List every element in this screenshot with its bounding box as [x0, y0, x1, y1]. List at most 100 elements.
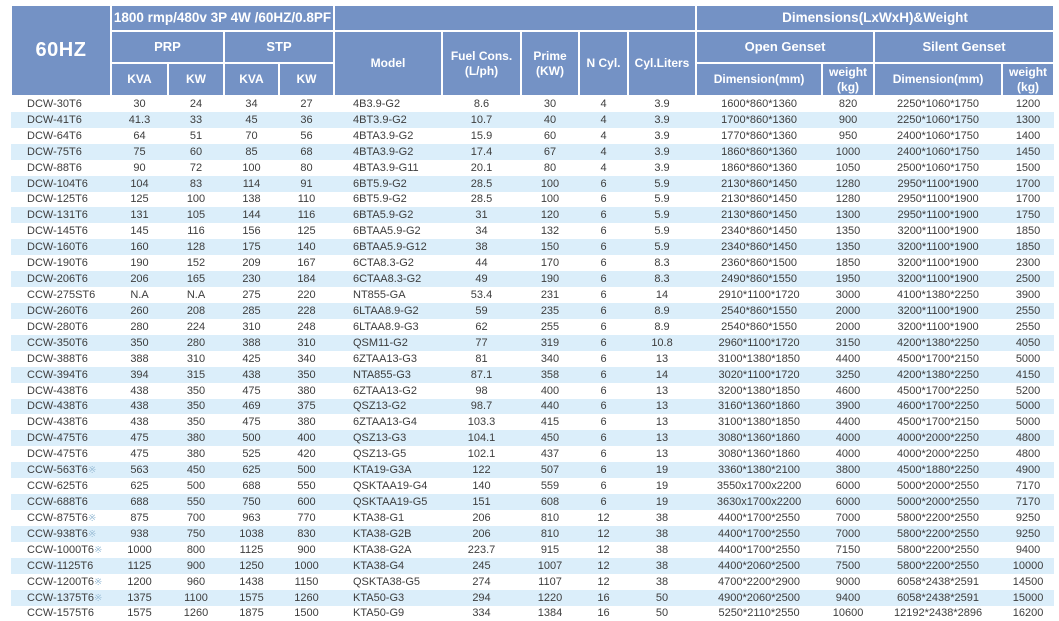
cell-prime: 80: [543, 161, 557, 174]
table-row: CCW-275ST6 N.A N.A 275 220 NT855-GA 53.4 231 6 14…: [11, 287, 1054, 303]
cell-stp_kva: 70: [245, 129, 258, 142]
table-row: DCW-475T6 475 380 525 420 QSZ13-G5 102.1 437 6 13…: [11, 446, 1054, 462]
table-row: CCW-938T6※ 938 750 1038 830 KTA38-G2B 206 810 12…: [11, 525, 1055, 542]
cell-open_dim: 2130*860*1450: [721, 193, 797, 206]
cell-silent_dim: 6058*2438*2591: [897, 591, 980, 604]
cell-ncyl: 6: [600, 336, 607, 349]
cell-ncyl: 6: [600, 320, 607, 333]
cell-ncyl: 12: [597, 527, 610, 540]
cell-model: QSZ13-G2: [353, 400, 407, 413]
cell-stp_kva: 285: [242, 304, 261, 317]
cell-stp_kva: 625: [242, 464, 261, 477]
cell-open_dim: 2960*1100*1720: [718, 336, 800, 349]
cell-fuel: 20.1: [470, 161, 493, 174]
cell-model: 6ZTAA13-G4: [353, 416, 417, 429]
special-mark: ※: [94, 576, 103, 588]
genset-spec-table: 60HZ 1800 rmp/480v 3P 4W /60HZ/0.8PF Dim…: [10, 4, 1056, 621]
cell-fuel: 81: [475, 352, 488, 365]
cell-genset: CCW-1575T6: [27, 607, 95, 620]
table-row: DCW-64T6 64 51 70 56 4BTA3.9-G2 15.9 60 4 3.9 1770…: [11, 128, 1054, 144]
cell-open_dim: 3200*1380*1850: [718, 384, 801, 397]
table-row: CCW-394T6 394 315 438 350 NTA855-G3 87.1 358 6 14…: [11, 366, 1055, 383]
cell-ncyl: 6: [600, 273, 607, 286]
cell-ncyl: 16: [597, 607, 610, 620]
cell-silent_weight: 2550: [1015, 304, 1041, 317]
cell-cyl_liters: 38: [655, 511, 669, 524]
table-row: CCW-350T6 350 280 388 310 QSM11-G2 77 319 6 10.8 2…: [11, 334, 1055, 351]
cell-stp_kva: 230: [242, 273, 261, 286]
table-row: DCW-41T6 41.3 33 45 36 4BT3.9-G2 10.7 40 4 3.9 170…: [11, 111, 1055, 128]
cell-cyl_liters: 19: [655, 480, 669, 493]
cell-cyl_liters: 38: [655, 559, 669, 572]
cell-ncyl: 6: [600, 384, 607, 397]
cell-ncyl: 4: [600, 98, 607, 111]
header-open-weight: weight (kg): [821, 62, 876, 97]
cell-silent_dim: 2400*1060*1750: [897, 145, 980, 158]
cell-ncyl: 6: [600, 400, 607, 413]
cell-model: 4B3.9-G2: [353, 98, 401, 111]
cell-stp_kw: 900: [297, 543, 316, 556]
cell-stp_kva: 1438: [239, 575, 264, 588]
cell-silent_dim: 2400*1060*1750: [897, 129, 980, 142]
cell-genset: CCW-938T6※: [27, 527, 97, 540]
cell-silent_dim: 3200*1100*1900: [897, 225, 979, 238]
cell-stp_kva: 114: [242, 177, 261, 190]
cell-fuel: 15.9: [470, 129, 493, 142]
cell-open_weight: 7000: [835, 527, 861, 540]
header-prp-kva: KVA: [110, 62, 169, 97]
cell-cyl_liters: 5.9: [654, 177, 670, 190]
cell-cyl_liters: 14: [655, 368, 669, 381]
cell-genset: DCW-160T6: [27, 241, 88, 254]
cell-prp_kva: 563: [130, 464, 149, 477]
header-open-dimension: Dimension(mm): [695, 62, 824, 97]
cell-open_weight: 6000: [835, 480, 861, 493]
cell-prp_kva: 206: [130, 273, 149, 286]
cell-cyl_liters: 13: [655, 352, 669, 365]
cell-open_weight: 4400: [835, 352, 861, 365]
cell-silent_weight: 4050: [1015, 336, 1041, 349]
cell-fuel: 104.1: [467, 432, 496, 445]
cell-open_dim: 3020*1100*1720: [718, 368, 800, 381]
table-row: CCW-1375T6※ 1375 1100 1575 1260 KTA50-G3 294 12…: [11, 589, 1055, 606]
cell-open_dim: 3630x1700x2200: [716, 496, 802, 508]
cell-stp_kva: 138: [242, 193, 261, 206]
cell-model: QSM11-G2: [353, 336, 408, 349]
cell-open_dim: 2340*860*1450: [721, 225, 797, 238]
cell-prp_kva: 438: [130, 384, 149, 397]
cell-silent_dim: 2500*1060*1750: [897, 161, 980, 174]
cell-open_weight: 1350: [835, 225, 861, 238]
cell-silent_dim: 4000*2000*2250: [897, 432, 980, 445]
cell-model: NT855-GA: [353, 289, 406, 302]
table-header: 60HZ 1800 rmp/480v 3P 4W /60HZ/0.8PF Dim…: [10, 4, 1056, 97]
cell-model: QSKTAA19-G5: [353, 496, 428, 508]
cell-prp_kva: 160: [130, 241, 149, 254]
cell-prp_kw: 72: [189, 161, 203, 174]
cell-ncyl: 6: [600, 304, 607, 317]
cell-prp_kva: 388: [130, 352, 149, 365]
cell-ncyl: 4: [600, 129, 607, 142]
cell-stp_kw: 116: [297, 209, 316, 222]
cell-stp_kw: 1000: [294, 559, 319, 572]
cell-open_dim: 1600*860*1360: [721, 98, 797, 111]
cell-prime: 60: [543, 129, 557, 142]
cell-silent_dim: 2950*1100*1900: [897, 209, 979, 222]
cell-fuel: 10.7: [470, 113, 493, 126]
cell-prime: 437: [540, 448, 560, 461]
cell-model: 4BTA3.9-G2: [353, 145, 414, 158]
cell-silent_dim: 4500*1700*2250: [897, 384, 980, 397]
cell-fuel: 17.4: [470, 145, 493, 158]
table-row: DCW-388T6 388 310 425 340 6ZTAA13-G3 81 340 6 13 3…: [11, 351, 1054, 367]
cell-cyl_liters: 50: [655, 591, 669, 604]
cell-ncyl: 4: [600, 145, 607, 158]
cell-genset: DCW-125T6: [27, 193, 88, 206]
cell-prp_kw: 152: [186, 257, 206, 270]
cell-stp_kva: 144: [242, 209, 261, 222]
cell-stp_kw: 27: [300, 98, 313, 111]
cell-open_dim: 1700*860*1360: [721, 113, 797, 126]
cell-silent_weight: 1700: [1015, 177, 1041, 190]
cell-stp_kw: 91: [300, 177, 313, 190]
cell-prp_kw: 83: [189, 177, 203, 190]
cell-genset: CCW-1000T6※: [27, 543, 103, 556]
table-row: DCW-131T6 131 105 144 116 6BTA5.9-G2 31 120 6 5.9…: [11, 207, 1055, 224]
cell-fuel: 44: [475, 257, 488, 270]
